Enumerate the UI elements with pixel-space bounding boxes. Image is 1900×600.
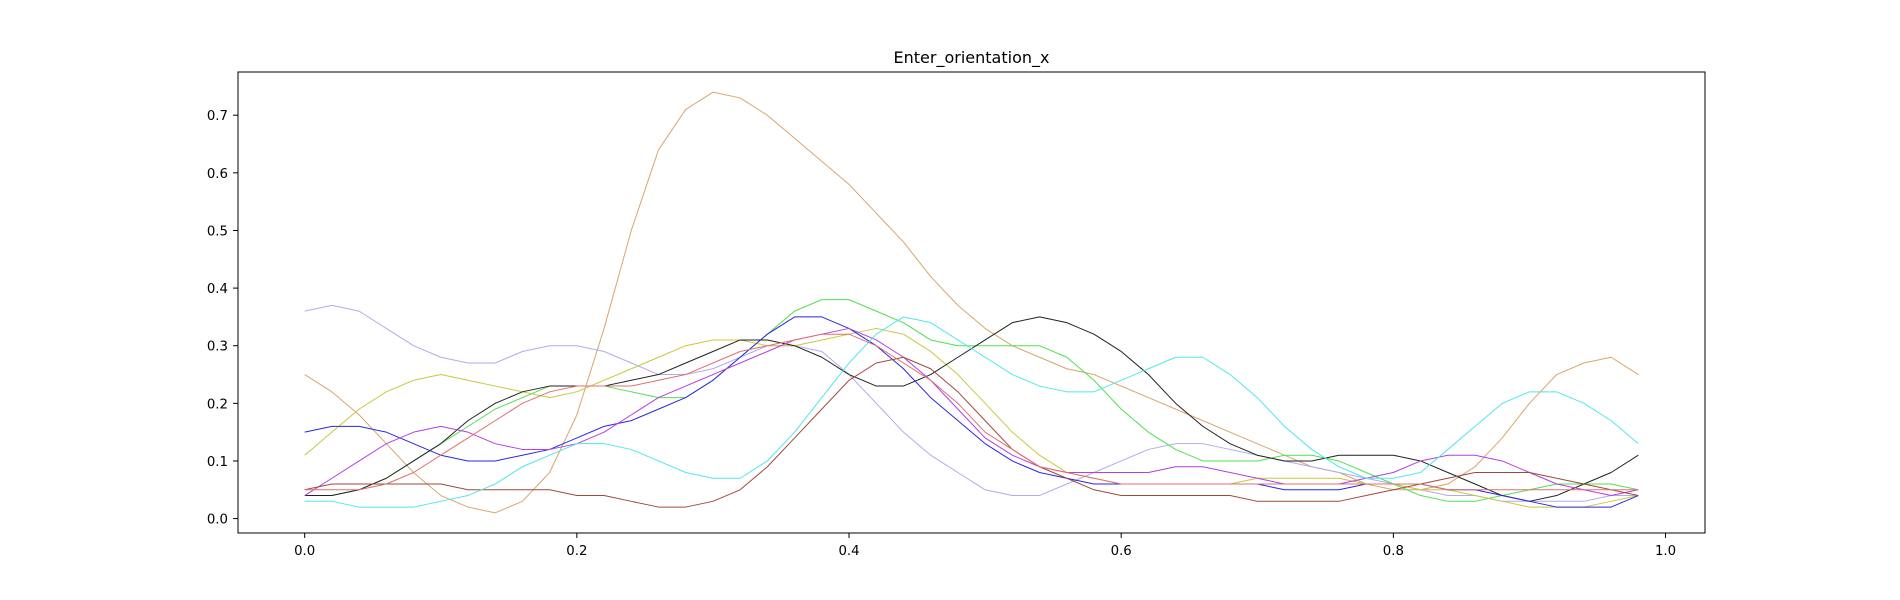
series-line-1: [304, 91, 1639, 514]
y-tick-label: 0.7: [207, 109, 228, 124]
series-line-9: [304, 316, 1639, 508]
series-line-8: [304, 356, 1639, 508]
x-tick-label: 0.2: [566, 544, 587, 559]
series-layer: [304, 91, 1639, 514]
chart-title: Enter_orientation_x: [894, 48, 1050, 68]
axes-layer: 0.0 0.2 0.4 0.6 0.8 1.0 0.0 0.1 0.2 0.3 0.4 0.5 0.6 0…: [207, 109, 1676, 559]
y-tick-label: 0.5: [207, 224, 228, 239]
y-tick-label: 0.1: [207, 455, 228, 470]
series-line-7: [304, 327, 1639, 497]
x-tick-label: 0.4: [838, 544, 859, 559]
x-tick-label: 0.8: [1383, 544, 1404, 559]
series-line-3: [304, 299, 1639, 502]
y-tick-label: 0.6: [207, 167, 228, 182]
series-line-4: [304, 327, 1639, 508]
series-line-10: [304, 333, 1639, 491]
y-tick-label: 0.4: [207, 282, 228, 297]
plot-frame: [237, 71, 1706, 534]
x-tick-label: 0.0: [294, 544, 315, 559]
x-tick-label: 0.6: [1111, 544, 1132, 559]
y-tick-label: 0.3: [207, 340, 228, 355]
y-tick-label: 0.0: [207, 513, 228, 528]
y-tick-label: 0.2: [207, 397, 228, 412]
x-tick-label: 1.0: [1655, 544, 1676, 559]
